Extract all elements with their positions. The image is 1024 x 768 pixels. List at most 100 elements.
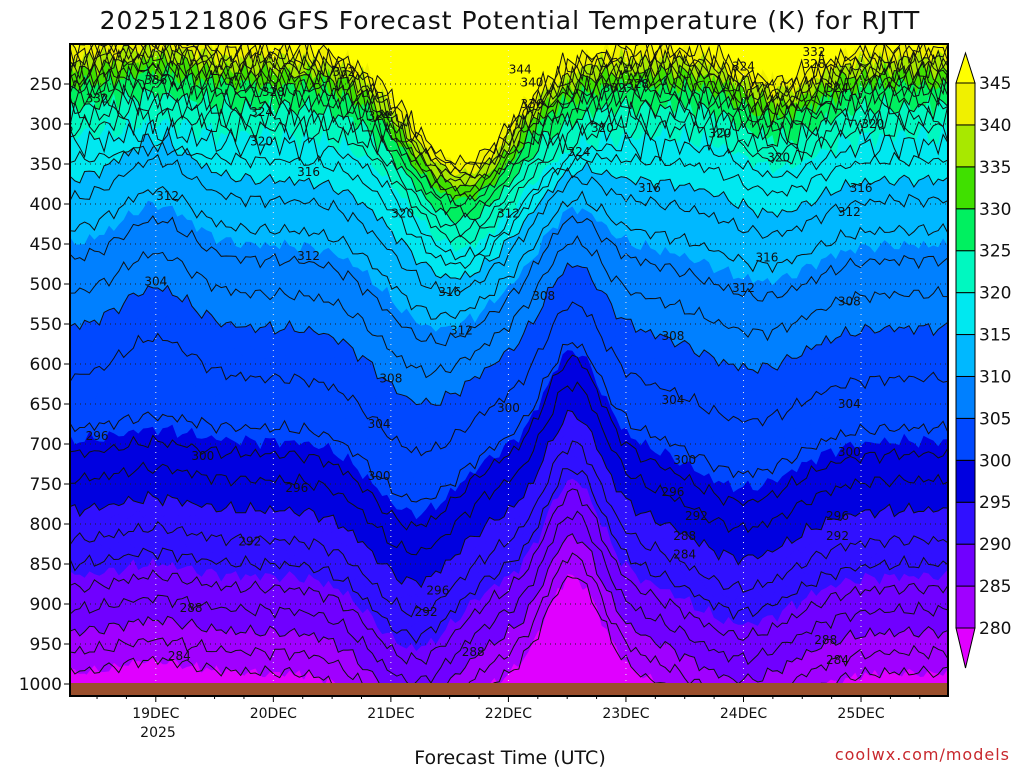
contour-line <box>70 488 948 666</box>
time-tick-label: 24DEC <box>720 706 767 722</box>
contour-label: 296 <box>426 583 449 597</box>
contour-label: 288 <box>673 529 696 543</box>
time-tick-label: 22DEC <box>485 706 532 722</box>
contour-label: 300 <box>673 453 696 467</box>
time-tick-label: 25DEC <box>837 706 884 722</box>
colorbar-swatch <box>955 292 976 336</box>
pressure-tick-label: 300 <box>30 115 62 135</box>
contour-line <box>70 44 948 180</box>
contour-label: 336 <box>520 97 543 111</box>
x-axis-label: Forecast Time (UTC) <box>414 747 605 768</box>
contour-line <box>70 262 948 406</box>
colorbar-tick-label: 320 <box>979 284 1011 304</box>
contour-label: 284 <box>168 649 191 663</box>
contour-label: 312 <box>838 205 861 219</box>
contour-line <box>70 510 948 688</box>
contour-label: 304 <box>144 275 167 289</box>
contour-label: 324 <box>826 81 849 95</box>
time-tick-label: 19DEC <box>132 706 179 722</box>
pressure-axis: 250 300 350 400 450 500 550 600 650 700 750 800 850 9… <box>19 75 70 695</box>
contour-lines <box>70 44 948 696</box>
contour-label: 320 <box>767 151 790 165</box>
chart-title: 2025121806 GFS Forecast Potential Temper… <box>100 6 921 35</box>
contour-line <box>70 381 948 556</box>
contour-label: 288 <box>462 645 485 659</box>
contour-label: 308 <box>838 295 861 309</box>
contour-label: 296 <box>86 429 109 443</box>
plot-frame <box>69 43 949 697</box>
contour-line <box>70 62 948 204</box>
contour-label: 296 <box>285 481 308 495</box>
contour-label: 332 <box>803 45 826 59</box>
pressure-tick-label: 650 <box>30 395 62 415</box>
colorbar-swatch <box>955 208 976 252</box>
pressure-tick-label: 1000 <box>19 675 62 695</box>
pressure-tick-label: 500 <box>30 275 62 295</box>
pressure-tick-label: 900 <box>30 595 62 615</box>
contour-label: 316 <box>638 181 661 195</box>
contour-line <box>70 48 948 187</box>
contour-label: 324 <box>368 109 391 123</box>
time-axis: 19DEC 20DEC 21DEC 22DEC 23DEC 24DEC 25DEC <box>96 696 921 722</box>
colorbar-swatch <box>955 543 976 587</box>
grid-lines <box>70 44 948 696</box>
contour-label: 304 <box>662 393 685 407</box>
contour-label: 316 <box>297 165 320 179</box>
contour-line <box>70 125 948 280</box>
contour-label: 312 <box>732 281 755 295</box>
contour-label: 344 <box>509 63 532 77</box>
contour-label: 316 <box>50 121 73 135</box>
contour-label: 300 <box>497 401 520 415</box>
contour-line <box>70 153 948 296</box>
contour-line <box>70 44 948 177</box>
colorbar-tick-label: 300 <box>979 451 1011 471</box>
contour-label: 316 <box>438 285 461 299</box>
contour-line <box>70 185 948 320</box>
colorbar-tick-label: 325 <box>979 242 1011 262</box>
pressure-tick-label: 600 <box>30 355 62 375</box>
time-tick-label: 23DEC <box>602 706 649 722</box>
contour-label: 296 <box>662 485 685 499</box>
contour-label: 308 <box>532 289 555 303</box>
contour-label: 316 <box>850 181 873 195</box>
filled-band <box>70 540 948 696</box>
contour-line <box>70 468 948 644</box>
colorbar-swatch <box>955 82 976 126</box>
contour-label: 312 <box>497 207 520 221</box>
colorbar-swatch <box>955 375 976 419</box>
pressure-tick-label: 850 <box>30 555 62 575</box>
contour-label: 328 <box>262 85 285 99</box>
contour-line <box>70 92 948 238</box>
contour-label: 336 <box>144 73 167 87</box>
contour-line <box>70 440 948 618</box>
contour-label: 300 <box>368 469 391 483</box>
colorbar-tick-label: 330 <box>979 200 1011 220</box>
contour-label: 324 <box>250 105 273 119</box>
contour-label: 296 <box>826 509 849 523</box>
colorbar-swatch <box>955 334 976 377</box>
contour-line <box>70 215 948 347</box>
colorbar-tick-label: 285 <box>979 577 1011 597</box>
pressure-tick-label: 950 <box>30 635 62 655</box>
terrain-band <box>70 683 948 696</box>
contour-label: 316 <box>756 251 779 265</box>
contour-line <box>70 235 948 379</box>
colorbar: 280 285 290 295 300 305 310 315 320 325 330 335 340 3… <box>955 51 1011 669</box>
colorbar-tick-label: 290 <box>979 535 1011 555</box>
contour-label: 300 <box>838 445 861 459</box>
contour-label: 312 <box>450 323 473 337</box>
contour-label: 324 <box>732 59 755 73</box>
contour-line <box>70 354 948 531</box>
contour-label: 328 <box>626 77 649 91</box>
time-tick-label: 20DEC <box>250 706 297 722</box>
contour-label: 304 <box>368 417 391 431</box>
colorbar-tick-label: 340 <box>979 116 1011 136</box>
contour-label: 304 <box>838 397 861 411</box>
contour-label: 332 <box>332 65 355 79</box>
contour-label: 332 <box>86 91 109 105</box>
colorbar-swatch <box>955 459 976 503</box>
colorbar-swatch <box>955 166 976 210</box>
colorbar-swatch <box>955 124 976 168</box>
contour-line <box>70 107 948 245</box>
